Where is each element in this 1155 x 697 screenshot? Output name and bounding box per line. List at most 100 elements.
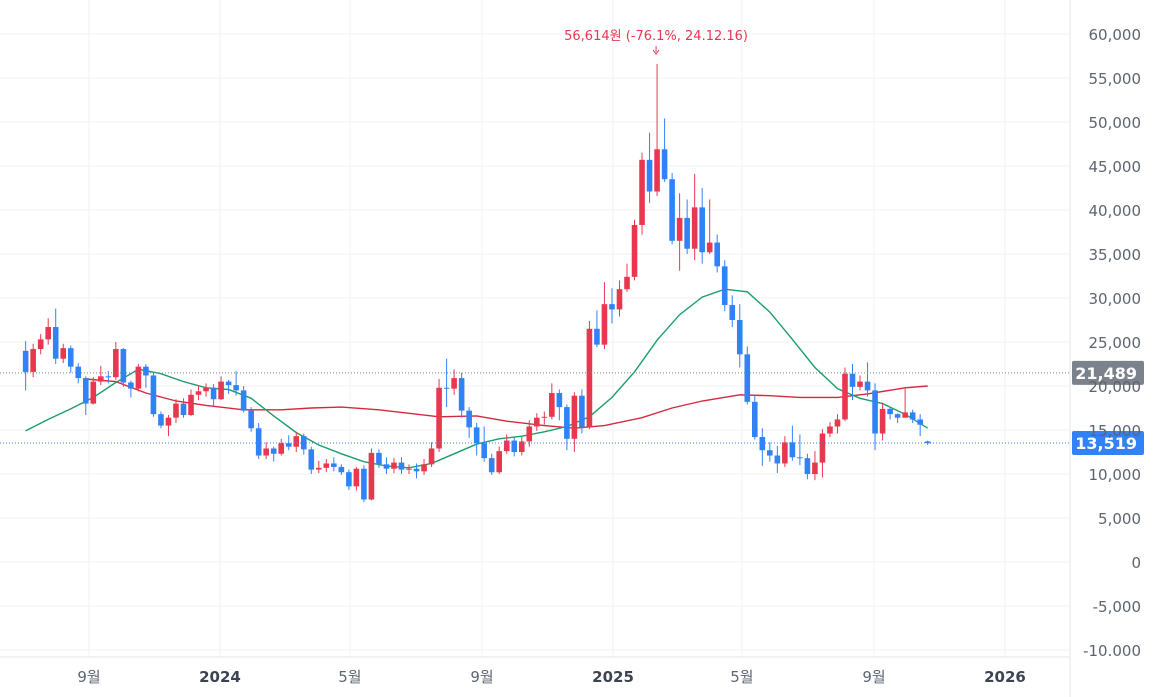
x-tick-label: 9월 xyxy=(77,668,100,686)
candle-body xyxy=(782,442,788,464)
candle-body xyxy=(616,289,623,310)
candle-body xyxy=(428,448,435,465)
candle-body xyxy=(864,381,871,391)
candle-body xyxy=(135,366,142,389)
candle-body xyxy=(225,381,232,386)
candle-body xyxy=(52,327,59,359)
candle-body xyxy=(361,468,367,500)
candle-body xyxy=(624,276,630,290)
candle-body xyxy=(263,448,269,456)
y-tick-label: -5,000 xyxy=(1093,598,1141,616)
candle-body xyxy=(443,387,450,389)
candle-body xyxy=(533,417,540,427)
candle-body xyxy=(316,467,322,470)
candle-body xyxy=(714,242,721,267)
y-tick-label: 40,000 xyxy=(1089,202,1142,220)
candle-body xyxy=(98,376,104,382)
candle-body xyxy=(789,442,796,458)
candle-body xyxy=(376,452,382,465)
candle-body xyxy=(293,436,300,447)
candle-body xyxy=(887,408,893,415)
y-tick-label: 55,000 xyxy=(1089,70,1142,88)
candle-body xyxy=(285,443,292,447)
candle-body xyxy=(586,328,593,428)
candle-body xyxy=(646,159,653,192)
candle-body xyxy=(82,378,89,404)
candle-body xyxy=(75,366,82,379)
candle-body xyxy=(210,387,217,400)
price-badge xyxy=(1072,360,1144,385)
candle-body xyxy=(143,366,149,376)
x-axis: 9월 2024 5월 9월 2025 5월 9월 2026 xyxy=(77,668,1026,686)
candle-body xyxy=(338,466,345,473)
candle-body xyxy=(736,320,743,355)
y-tick-label: 20,000 xyxy=(1089,378,1142,396)
candle-body xyxy=(30,349,36,372)
candle-body xyxy=(150,375,157,415)
candle-body xyxy=(842,373,848,420)
candle-body xyxy=(158,414,164,426)
candle-body xyxy=(22,350,29,372)
candle-body xyxy=(744,354,751,402)
candle-body xyxy=(233,385,239,391)
candle-body xyxy=(526,426,533,442)
candle-body xyxy=(458,378,465,411)
candle-body xyxy=(368,452,375,500)
candle-body xyxy=(391,462,397,469)
y-tick-label: 35,000 xyxy=(1089,246,1142,264)
reference-lines: 21,489 13,519 xyxy=(0,360,1144,456)
candle-body xyxy=(797,457,803,459)
candle-body xyxy=(413,468,420,472)
x-tick-label: 9월 xyxy=(470,668,493,686)
candle-body xyxy=(421,464,427,472)
candle-body xyxy=(346,472,352,487)
candles xyxy=(22,63,931,503)
candle-body xyxy=(90,381,97,404)
high-annotation-text: 56,614원 (-76.1%, 24.12.16) xyxy=(564,29,748,44)
candle-body xyxy=(466,410,472,428)
x-tick-label: 9월 xyxy=(862,668,885,686)
candle-body xyxy=(924,441,931,444)
chart-grid xyxy=(0,0,1070,657)
candle-body xyxy=(195,391,202,395)
candle-body xyxy=(631,224,638,277)
y-tick-label: 60,000 xyxy=(1089,26,1142,44)
candle-body xyxy=(879,408,886,434)
candle-body xyxy=(45,327,51,340)
candle-body xyxy=(278,443,285,454)
x-tick-label: 2024 xyxy=(199,668,241,686)
candle-body xyxy=(188,394,194,416)
candle-body xyxy=(767,450,773,456)
candle-body xyxy=(308,449,315,470)
candle-body xyxy=(721,266,728,306)
candle-body xyxy=(451,378,457,389)
candle-body xyxy=(654,149,660,192)
candle-body xyxy=(488,458,495,473)
candle-body xyxy=(398,462,405,470)
candle-body xyxy=(827,426,833,434)
candle-body xyxy=(541,416,548,418)
candle-body xyxy=(173,403,179,418)
candle-body xyxy=(676,217,683,241)
high-annotation: 56,614원 (-76.1%, 24.12.16) xyxy=(564,29,748,55)
candle-body xyxy=(594,328,600,345)
candle-body xyxy=(706,242,713,253)
candle-body xyxy=(436,387,442,449)
candle-body xyxy=(902,412,908,418)
candle-body xyxy=(203,387,209,392)
candle-body xyxy=(917,419,923,425)
y-tick-label: 45,000 xyxy=(1089,158,1142,176)
candle-body xyxy=(571,395,578,439)
candle-body xyxy=(661,149,668,180)
candle-body xyxy=(481,443,487,459)
candle-body xyxy=(729,305,736,320)
price-badge-label: 13,519 xyxy=(1075,434,1137,453)
candle-body xyxy=(609,304,615,310)
candle-body xyxy=(165,417,172,426)
candle-body xyxy=(240,390,247,411)
candle-body xyxy=(684,217,690,249)
x-tick-label: 2025 xyxy=(592,668,634,686)
x-tick-label: 5월 xyxy=(338,668,361,686)
